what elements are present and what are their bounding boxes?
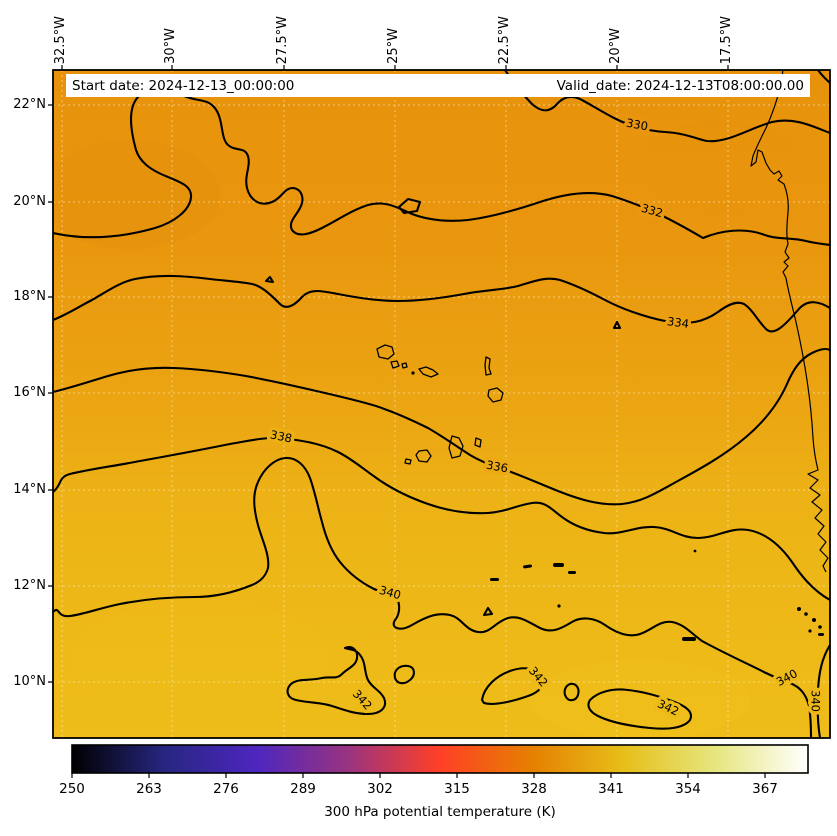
contour-speck bbox=[264, 275, 275, 284]
colorbar-tick: 315 bbox=[444, 781, 470, 797]
contour-closed-small bbox=[397, 197, 422, 215]
x-tick-label: 25°W bbox=[386, 28, 401, 64]
y-tick-label: 14°N bbox=[13, 482, 46, 497]
colorbar bbox=[72, 745, 808, 773]
valid-date-text: Valid_date: 2024-12-13T08:00:00.00 bbox=[556, 77, 804, 94]
x-tick-label: 20°W bbox=[608, 28, 623, 64]
y-tick-label: 12°N bbox=[13, 578, 46, 593]
field-blotch bbox=[53, 140, 220, 250]
colorbar-tick: 302 bbox=[367, 781, 393, 797]
field-blotch bbox=[530, 660, 750, 738]
contour-label: 340 bbox=[809, 690, 823, 712]
colorbar-tick: 289 bbox=[290, 781, 316, 797]
contour-label: 334 bbox=[666, 314, 690, 331]
colorbar-tick: 354 bbox=[675, 781, 701, 797]
cape-verde-islands bbox=[376, 344, 504, 465]
x-tick-label: 27.5°W bbox=[275, 15, 290, 64]
contour-330 bbox=[503, 70, 830, 143]
contour-342-blob-left bbox=[286, 646, 387, 716]
y-tick-label: 22°N bbox=[13, 97, 46, 112]
x-tick-label: 32.5°W bbox=[53, 15, 68, 64]
x-tick-label: 30°W bbox=[163, 28, 178, 64]
colorbar-caption: 300 hPa potential temperature (K) bbox=[324, 804, 556, 820]
contour-334 bbox=[53, 274, 830, 333]
field-blotch bbox=[70, 600, 330, 720]
y-tick-label: 18°N bbox=[13, 289, 46, 304]
contour-340-west bbox=[53, 456, 813, 738]
colorbar-tick: 367 bbox=[752, 781, 778, 797]
axis-tick-marks bbox=[48, 65, 729, 683]
contour-speck-triangle bbox=[482, 606, 494, 617]
contour-342-small bbox=[563, 682, 580, 702]
colorbar-frame bbox=[71, 744, 809, 774]
colorbar-tick: 250 bbox=[59, 781, 85, 797]
temperature-field bbox=[53, 70, 830, 738]
y-tick-label: 20°N bbox=[13, 194, 46, 209]
x-tick-label: 17.5°W bbox=[719, 15, 734, 64]
contour-speck-triangle bbox=[612, 320, 622, 330]
contour-lines bbox=[53, 70, 830, 738]
start-date-text: Start date: 2024-12-13_00:00:00 bbox=[72, 77, 295, 94]
title-bar: Start date: 2024-12-13_00:00:00 Valid_da… bbox=[66, 74, 810, 97]
y-tick-label: 16°N bbox=[13, 385, 46, 400]
colorbar-tick: 341 bbox=[598, 781, 624, 797]
x-tick-label: 22.5°W bbox=[497, 15, 512, 64]
contour-342-oval bbox=[393, 664, 415, 685]
contour-332 bbox=[53, 88, 830, 247]
small-islands-specks bbox=[490, 549, 824, 641]
colorbar-tick: 276 bbox=[213, 781, 239, 797]
field-blotch bbox=[640, 120, 800, 210]
colorbar-tick-marks bbox=[71, 773, 766, 778]
contour-342-blob-right bbox=[587, 688, 692, 730]
axes-frame bbox=[52, 69, 831, 739]
contour-340-southeast bbox=[816, 643, 830, 738]
y-tick-label: 10°N bbox=[13, 674, 46, 689]
contour-336 bbox=[53, 347, 830, 506]
colorbar-tick: 328 bbox=[521, 781, 547, 797]
colorbar-tick: 263 bbox=[136, 781, 162, 797]
coastline-west-africa bbox=[750, 70, 829, 573]
contour-342-mid bbox=[480, 667, 545, 705]
contour-338 bbox=[53, 436, 830, 602]
